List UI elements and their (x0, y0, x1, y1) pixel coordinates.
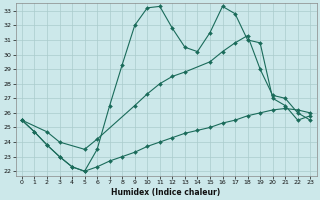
X-axis label: Humidex (Indice chaleur): Humidex (Indice chaleur) (111, 188, 221, 197)
